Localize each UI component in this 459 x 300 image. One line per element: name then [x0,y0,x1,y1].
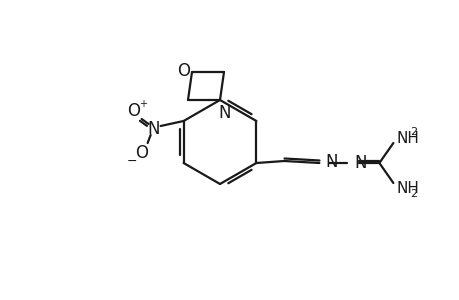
Text: N: N [147,120,160,138]
Text: NH: NH [396,181,418,196]
Text: −: − [126,154,137,167]
Text: N: N [325,153,337,171]
Text: N: N [353,154,366,172]
Text: NH: NH [396,130,418,146]
Text: +: + [138,99,146,109]
Text: O: O [177,62,190,80]
Text: N: N [218,104,231,122]
Text: O: O [127,102,140,120]
Text: 2: 2 [409,127,416,137]
Text: O: O [135,144,148,162]
Text: 2: 2 [409,189,416,199]
